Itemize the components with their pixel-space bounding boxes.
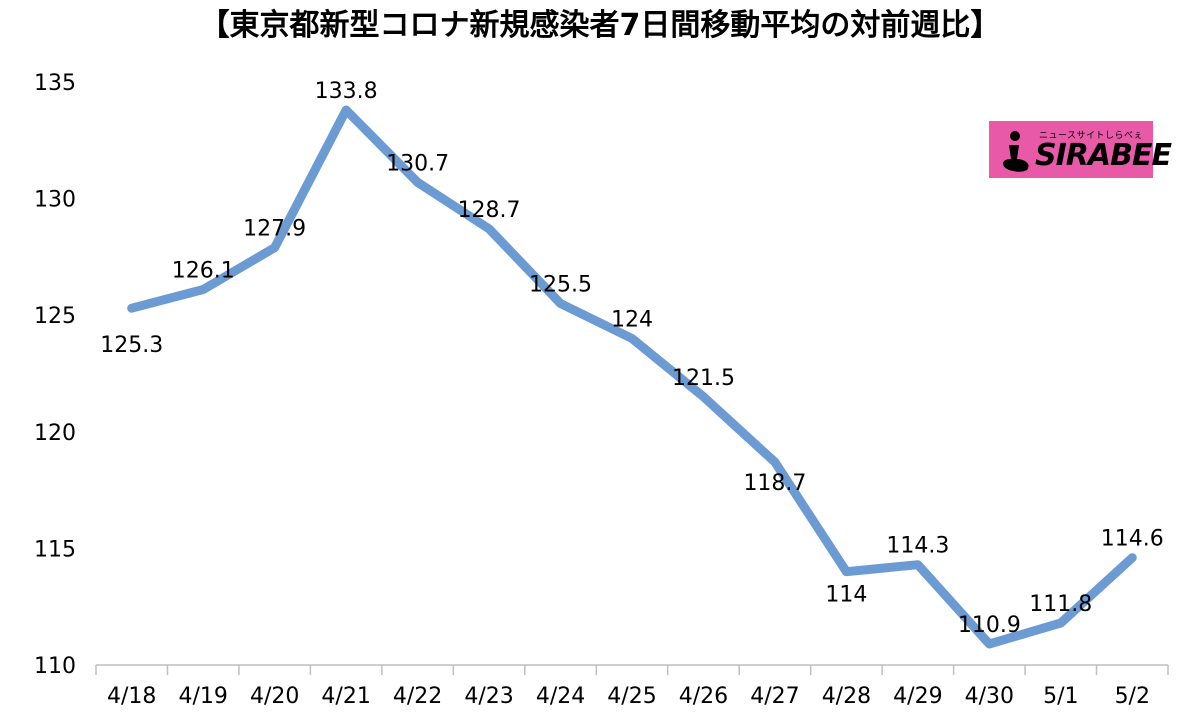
data-label: 127.9 xyxy=(243,217,306,242)
x-tick-label: 4/30 xyxy=(965,684,1014,709)
data-label: 124 xyxy=(611,308,653,333)
data-label: 114.6 xyxy=(1101,527,1164,552)
x-tick-label: 4/19 xyxy=(178,684,227,709)
data-label: 125.3 xyxy=(100,333,163,358)
x-tick-label: 4/29 xyxy=(893,684,942,709)
logo-subtitle: ニュースサイトしらべぇ xyxy=(1039,131,1144,141)
y-tick-label: 120 xyxy=(34,421,76,446)
data-label: 111.8 xyxy=(1029,592,1092,617)
x-tick-label: 4/27 xyxy=(750,684,799,709)
data-label: 114 xyxy=(825,583,867,608)
y-axis: 110 115 120 125 130 135 xyxy=(34,71,76,679)
x-tick-label: 4/21 xyxy=(321,684,370,709)
x-tick-label: 5/2 xyxy=(1115,684,1150,709)
x-tick-label: 4/28 xyxy=(822,684,871,709)
data-label: 114.3 xyxy=(886,534,949,559)
x-tick-label: 4/24 xyxy=(536,684,585,709)
x-axis: 4/18 4/19 4/20 4/21 4/22 4/23 4/24 4/25 4/26 4/27… xyxy=(95,664,1169,709)
y-tick-label: 115 xyxy=(34,537,76,562)
y-tick-label: 125 xyxy=(34,304,76,329)
x-tick-label: 4/18 xyxy=(107,684,156,709)
sirabee-logo: ニュースサイトしらべぇ SIRABEE xyxy=(989,121,1172,178)
chart-title: 【東京都新型コロナ新規感染者7日間移動平均の対前週比】 xyxy=(200,8,1001,43)
x-tick-label: 4/25 xyxy=(607,684,656,709)
series-line xyxy=(127,105,1137,649)
data-label: 121.5 xyxy=(672,366,735,391)
logo-mark-icon xyxy=(1003,131,1029,172)
y-tick-label: 135 xyxy=(34,71,76,96)
y-tick-label: 130 xyxy=(34,188,76,213)
data-label: 130.7 xyxy=(386,151,449,176)
data-label: 128.7 xyxy=(458,198,521,223)
y-tick-label: 110 xyxy=(34,654,76,679)
data-label: 118.7 xyxy=(743,471,806,496)
data-labels: 125.3 126.1 127.9 133.8 130.7 128.7 125.5 124 12… xyxy=(100,79,1164,638)
x-tick-label: 4/26 xyxy=(679,684,728,709)
x-tick-label: 4/20 xyxy=(250,684,299,709)
x-tick-label: 5/1 xyxy=(1043,684,1078,709)
series xyxy=(127,105,1137,649)
x-tick-label: 4/23 xyxy=(464,684,513,709)
x-tick-label: 4/22 xyxy=(393,684,442,709)
data-label: 110.9 xyxy=(958,613,1021,638)
data-label: 125.5 xyxy=(529,273,592,298)
data-label: 126.1 xyxy=(172,259,235,284)
data-label: 133.8 xyxy=(315,79,378,104)
logo-wordmark: SIRABEE xyxy=(1035,138,1172,173)
